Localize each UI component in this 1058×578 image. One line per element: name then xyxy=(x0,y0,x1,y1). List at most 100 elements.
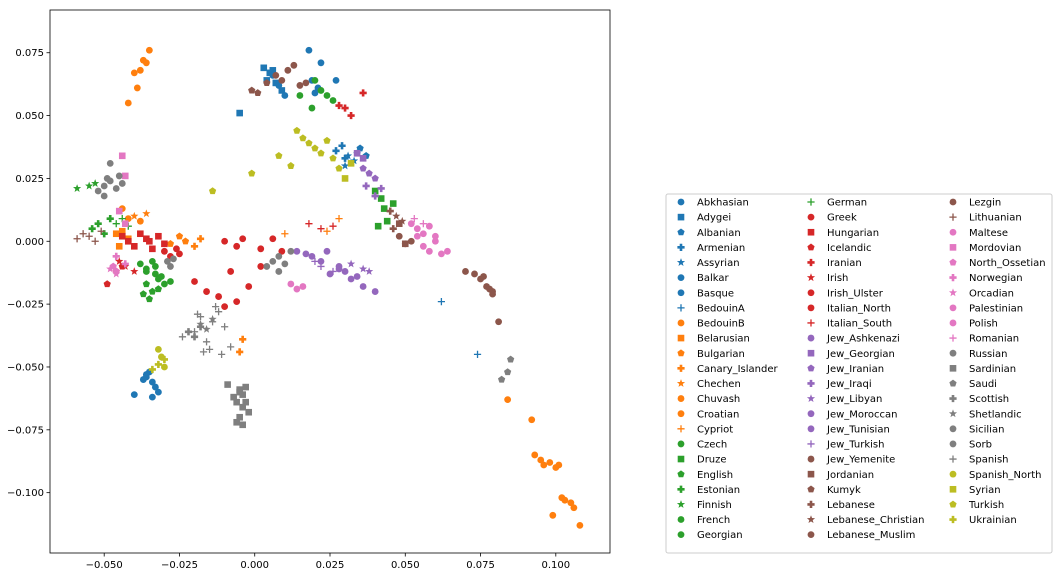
legend-label: Greek xyxy=(827,213,857,224)
legend-entry: Jordanian xyxy=(807,470,874,481)
series-english xyxy=(139,280,162,303)
legend-marker xyxy=(807,258,815,267)
legend-box xyxy=(665,193,1053,554)
data-point xyxy=(167,278,174,285)
data-point xyxy=(91,179,100,187)
series-bulgarian xyxy=(166,232,190,247)
data-point xyxy=(161,363,168,371)
legend-label: Icelandic xyxy=(827,243,871,254)
data-point xyxy=(498,375,506,383)
x-tick-label: 0.075 xyxy=(466,560,495,571)
data-point xyxy=(425,247,433,255)
data-point xyxy=(431,232,439,240)
data-point xyxy=(257,245,265,253)
legend-label: Italian_North xyxy=(827,303,891,314)
legend-label: Syrian xyxy=(969,485,1001,496)
data-point xyxy=(311,144,319,152)
legend-label: Lezgin xyxy=(969,198,1001,209)
data-point xyxy=(218,350,226,359)
series-sorb xyxy=(164,255,177,270)
legend-entry: Palestinian xyxy=(949,303,1023,314)
data-point xyxy=(338,142,346,150)
legend-marker xyxy=(949,394,957,403)
legend-marker xyxy=(949,470,957,478)
legend-marker xyxy=(807,364,815,372)
data-point xyxy=(401,240,409,248)
legend-marker xyxy=(676,500,686,508)
legend-marker xyxy=(677,304,685,312)
legend-entry: Shetlandic xyxy=(948,409,1022,420)
data-point xyxy=(281,260,289,268)
data-point xyxy=(340,161,350,170)
x-tick-label: 0.100 xyxy=(541,560,570,571)
data-point xyxy=(347,160,355,167)
legend-marker xyxy=(949,440,957,448)
data-point xyxy=(281,92,289,99)
legend-entry: Jew_Moroccan xyxy=(807,409,898,420)
data-point xyxy=(263,263,271,270)
legend-label: Jew_Ashkenazi xyxy=(826,334,900,345)
data-point xyxy=(371,288,379,295)
legend-marker xyxy=(807,289,815,297)
legend-label: Jew_Tunisian xyxy=(826,424,890,435)
series-orcadian xyxy=(106,264,121,278)
data-point xyxy=(413,232,421,240)
legend-label: Irish xyxy=(827,273,848,284)
legend-label: Italian_South xyxy=(827,319,892,330)
legend-label: Chuvash xyxy=(697,394,740,405)
data-point xyxy=(121,260,129,268)
legend-marker xyxy=(949,515,957,524)
legend-entry: Cypriot xyxy=(677,424,733,435)
y-tick-label: −0.025 xyxy=(7,300,44,311)
data-point xyxy=(130,391,138,399)
data-point xyxy=(221,303,229,311)
legend-marker xyxy=(676,258,686,266)
legend-label: Finnish xyxy=(697,500,732,511)
series-jew-iranian xyxy=(359,164,379,182)
data-point xyxy=(395,220,403,227)
data-point xyxy=(145,295,153,303)
data-point xyxy=(154,345,162,353)
data-point xyxy=(196,235,205,243)
data-point xyxy=(97,227,105,235)
data-point xyxy=(233,398,240,406)
legend-entry: Belarusian xyxy=(677,334,750,345)
data-point xyxy=(190,242,199,250)
data-point xyxy=(154,388,162,396)
legend-entry: Basque xyxy=(677,288,734,299)
data-point xyxy=(507,355,515,363)
data-point xyxy=(139,290,147,298)
legend-entry: Georgian xyxy=(677,530,743,541)
plot-frame xyxy=(49,9,611,554)
data-point xyxy=(317,257,325,265)
legend-marker xyxy=(806,394,816,403)
legend-marker xyxy=(677,274,685,281)
legend-marker xyxy=(677,213,685,221)
data-point xyxy=(371,187,379,195)
data-point xyxy=(208,318,217,326)
data-point xyxy=(305,139,313,147)
data-point xyxy=(398,216,407,225)
data-point xyxy=(170,255,177,263)
series-russian xyxy=(94,159,126,200)
legend-entry: Canary_Islander xyxy=(677,364,779,375)
data-point xyxy=(473,350,482,359)
legend-marker xyxy=(949,213,957,221)
legend-marker xyxy=(807,213,815,221)
data-point xyxy=(323,227,331,235)
x-tick-label: 0.000 xyxy=(240,560,269,571)
data-point xyxy=(118,152,126,160)
data-point xyxy=(139,376,147,383)
legend-label: Maltese xyxy=(969,228,1008,239)
legend-marker xyxy=(949,425,957,433)
series-syrian xyxy=(341,160,355,182)
data-point xyxy=(269,257,277,265)
legend-label: Chechen xyxy=(697,379,741,390)
legend-entry: Finnish xyxy=(676,500,732,511)
data-point xyxy=(425,222,433,230)
data-point xyxy=(323,247,331,255)
legend-label: Bulgarian xyxy=(697,349,745,360)
legend-marker xyxy=(677,243,685,251)
data-point xyxy=(495,318,503,326)
y-tick-label: 0.050 xyxy=(15,111,44,122)
